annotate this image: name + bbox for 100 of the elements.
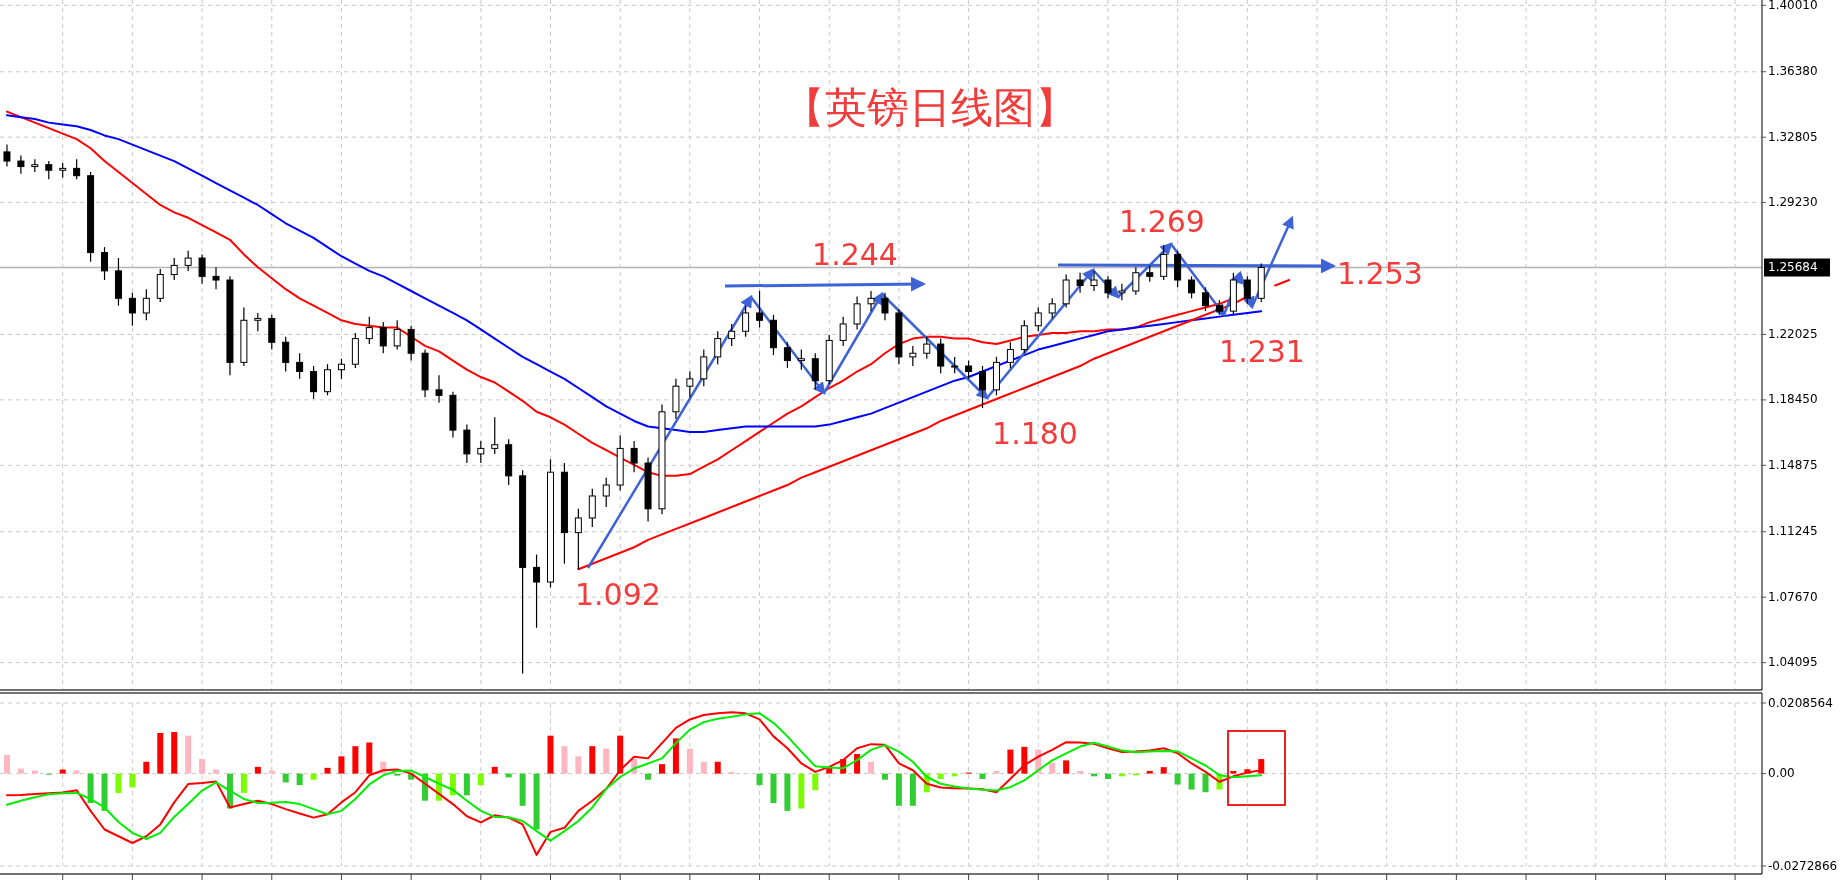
candlestick [700, 348, 708, 387]
y-tick-label: 1.07670 [1768, 589, 1818, 604]
candlestick [268, 314, 276, 351]
bar [714, 761, 721, 774]
candlestick [393, 319, 401, 351]
annotation: 1.231 [1219, 334, 1305, 369]
bar [268, 770, 275, 774]
y-tick-label: 0.00 [1768, 766, 1795, 781]
candlestick [128, 292, 136, 327]
y-tick-label: -0.0272866 [1768, 858, 1838, 873]
bar [310, 773, 317, 780]
candlestick [630, 440, 638, 473]
candlestick [1118, 283, 1126, 301]
annotation: 1.269 [1119, 204, 1205, 239]
y-tick-label: 1.29230 [1768, 195, 1818, 210]
candlestick [254, 312, 262, 332]
ref-line-label: 1.25684 [1768, 260, 1818, 275]
candlestick [1202, 286, 1210, 312]
bar [213, 769, 220, 774]
bar [519, 773, 526, 806]
bar [31, 770, 38, 774]
y-tick-label: 1.40010 [1768, 0, 1818, 12]
bar [101, 773, 108, 811]
candlestick [17, 154, 25, 175]
candlestick [965, 359, 973, 380]
bar [770, 773, 777, 804]
candlestick [853, 295, 861, 331]
candlestick [184, 250, 192, 272]
bar [352, 746, 359, 774]
bar [937, 773, 944, 780]
bar [589, 746, 596, 774]
candlestick [588, 488, 596, 528]
bar [73, 770, 80, 774]
bar [700, 761, 707, 774]
bar [1188, 773, 1195, 790]
bar [324, 767, 331, 774]
bar [366, 742, 373, 774]
bar [784, 773, 791, 811]
candlestick [574, 508, 582, 570]
candlestick [142, 288, 150, 321]
candlestick [728, 323, 736, 347]
bar [157, 732, 164, 774]
y-tick-label: 1.04095 [1768, 655, 1818, 670]
candlestick [909, 345, 917, 367]
candlestick [783, 341, 791, 369]
bar [143, 761, 150, 774]
y-tick-label: 0.0208564 [1768, 695, 1833, 710]
candlestick [337, 358, 345, 380]
y-tick-label: 1.36380 [1768, 64, 1818, 79]
candlestick [101, 246, 109, 281]
bar [1146, 770, 1153, 774]
bar [1021, 746, 1028, 774]
candlestick [1243, 275, 1251, 305]
candlestick [365, 316, 373, 345]
candlestick [1076, 272, 1084, 294]
bar [575, 756, 582, 774]
candlestick [463, 424, 471, 464]
candlestick [282, 336, 290, 373]
candlestick [1006, 341, 1014, 369]
bar [812, 773, 819, 791]
bar [533, 773, 540, 830]
bar [3, 754, 10, 774]
bar [561, 746, 568, 774]
bar [993, 770, 1000, 774]
bar [1007, 749, 1014, 774]
y-tick-label: 1.22025 [1768, 326, 1818, 341]
candlestick [379, 321, 387, 354]
bar [282, 773, 289, 783]
bar [17, 768, 24, 774]
bar [59, 769, 66, 774]
bar [115, 773, 122, 793]
candlestick [867, 290, 875, 312]
y-tick-label: 1.11245 [1768, 524, 1818, 539]
candlestick [198, 253, 206, 285]
bar [338, 756, 345, 774]
bar [185, 735, 192, 774]
candlestick [435, 374, 443, 404]
candlestick [212, 266, 220, 290]
candlestick [407, 325, 415, 362]
bar [979, 773, 986, 780]
bar [895, 773, 902, 806]
candlestick [1188, 275, 1196, 299]
candlestick [310, 365, 318, 400]
candlestick [491, 416, 499, 455]
bar [129, 773, 136, 788]
bar [491, 766, 498, 774]
bar [1230, 770, 1237, 774]
candlestick [1104, 275, 1112, 299]
bar [1202, 773, 1209, 793]
bar [254, 766, 261, 774]
annotation: 1.092 [575, 577, 661, 612]
candlestick [1132, 266, 1140, 296]
y-tick-label: 1.32805 [1768, 129, 1818, 144]
candlestick [811, 352, 819, 391]
candlestick [324, 363, 332, 396]
bar [868, 761, 875, 774]
text: 【英镑日线图】 [783, 83, 1077, 132]
candlestick [979, 365, 987, 409]
candlestick [477, 440, 485, 464]
candlestick [881, 292, 889, 321]
